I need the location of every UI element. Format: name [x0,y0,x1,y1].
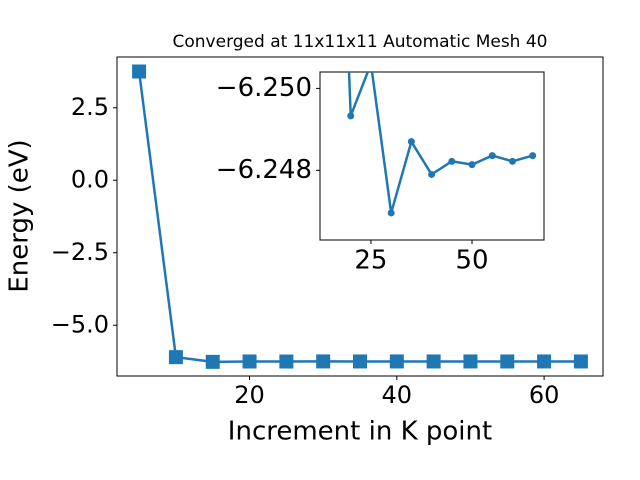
marker [316,354,331,369]
y-tick-label: 2.5 [71,93,109,121]
x-tick-label: 50 [455,246,488,276]
marker [463,354,478,369]
marker [428,170,436,178]
y-tick-label: −2.5 [51,238,109,266]
x-tick-label: 40 [382,381,413,409]
series [132,64,588,369]
marker [353,354,367,369]
y-tick-label: −5.0 [51,310,109,338]
marker [407,138,415,146]
marker [168,350,183,365]
plot-frame [319,71,545,241]
chart-title: Converged at 11x11x11 Automatic Mesh 40 [173,32,548,52]
marker [389,354,404,369]
series [347,72,537,217]
y-tick-label: 0.0 [71,165,109,193]
marker [242,354,257,369]
marker [529,152,537,160]
marker [508,157,516,165]
y-tick-label: −6.248 [216,155,312,185]
marker [205,354,220,369]
x-tick-label: 20 [234,381,265,409]
y-tick-label: −6.250 [216,73,312,103]
marker [132,64,147,79]
x-tick-label: 60 [529,381,560,409]
marker [448,157,456,165]
marker [500,354,515,369]
marker [468,161,476,169]
marker [279,354,294,369]
marker [426,354,441,369]
x-tick-label: 25 [354,246,387,276]
marker [347,112,355,120]
y-axis-label: Energy (eV) [5,139,35,292]
marker [488,152,496,160]
x-axis-label: Increment in K point [228,417,492,447]
marker [387,209,395,217]
marker [573,354,588,369]
marker [537,354,552,369]
